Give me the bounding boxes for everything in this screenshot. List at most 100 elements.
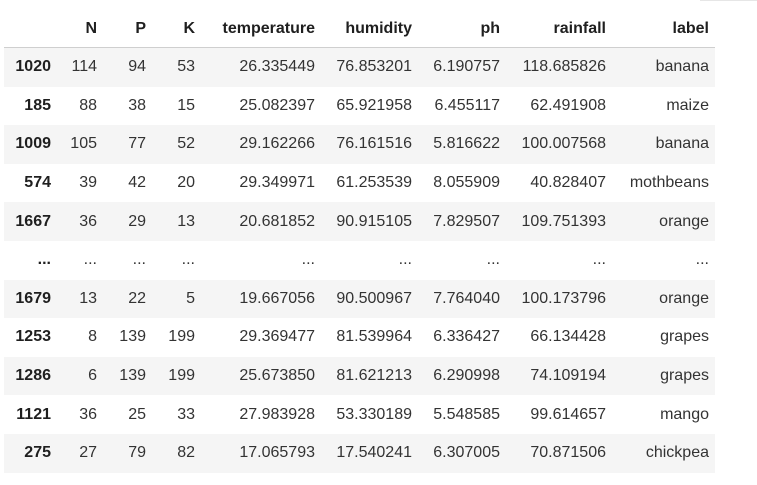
cell-humidity: 53.330189 (336, 405, 412, 423)
table-row: 1286 6 139 199 25.673850 81.621213 6.290998 74.… (4, 356, 715, 396)
table-row: 185 88 38 15 25.082397 65.921958 6.455117 62.49… (4, 86, 715, 126)
cell-ph: 6.190757 (433, 58, 500, 76)
cell-p: 22 (128, 289, 146, 307)
header-temperature: temperature (201, 10, 321, 48)
cell-temperature: 29.369477 (239, 328, 315, 346)
cell-p: 25 (128, 405, 146, 423)
cell-humidity: 17.540241 (336, 444, 412, 462)
cell-k: 52 (177, 135, 195, 153)
cell-rainfall: 70.871506 (530, 444, 606, 462)
cell-ph: 7.764040 (433, 289, 500, 307)
cell-humidity: ... (398, 251, 412, 269)
cell-k: 199 (168, 367, 195, 385)
row-index: 1009 (15, 135, 51, 153)
cell-p: 79 (128, 444, 146, 462)
cell-rainfall: 109.751393 (521, 212, 606, 230)
cell-humidity: 81.621213 (336, 367, 412, 385)
cell-k: 20 (177, 174, 195, 192)
row-index: 1253 (15, 328, 51, 346)
cell-p: 77 (128, 135, 146, 153)
table-header: N P K temperature humidity ph rainfall l… (4, 10, 715, 48)
cell-rainfall: 100.173796 (521, 289, 606, 307)
cell-label: grapes (660, 367, 709, 385)
cell-n: ... (83, 251, 97, 269)
cell-label: maize (666, 96, 709, 114)
cell-label: orange (659, 212, 709, 230)
row-index: 1121 (16, 405, 51, 423)
cell-temperature: ... (301, 251, 315, 269)
header-ph: ph (418, 10, 506, 48)
cell-rainfall: 74.109194 (530, 367, 606, 385)
row-index: 1286 (15, 367, 51, 385)
row-index: 1020 (15, 58, 51, 76)
cell-p: 29 (128, 212, 146, 230)
cell-rainfall: 62.491908 (530, 96, 606, 114)
output-top-divider (700, 0, 757, 1)
table-body: 1020 114 94 53 26.335449 76.853201 6.190757 118… (4, 47, 715, 473)
cell-temperature: 19.667056 (239, 289, 315, 307)
row-index: 185 (24, 96, 51, 114)
cell-ph: 5.816622 (433, 135, 500, 153)
cell-n: 6 (88, 367, 97, 385)
cell-temperature: 17.065793 (239, 444, 315, 462)
cell-label: chickpea (645, 444, 709, 462)
cell-ph: 8.055909 (433, 174, 500, 192)
cell-temperature: 25.082397 (239, 96, 315, 114)
cell-ph: ... (486, 251, 500, 269)
header-rainfall: rainfall (506, 10, 612, 48)
row-index: 1679 (15, 289, 51, 307)
cell-label: mango (660, 405, 709, 423)
cell-rainfall: 100.007568 (521, 135, 606, 153)
cell-p: 42 (128, 174, 146, 192)
row-index: 1667 (15, 212, 51, 230)
cell-label: banana (655, 58, 709, 76)
cell-temperature: 20.681852 (239, 212, 315, 230)
cell-temperature: 27.983928 (239, 405, 315, 423)
cell-humidity: 76.853201 (336, 58, 412, 76)
cell-p: 94 (128, 58, 146, 76)
cell-n: 88 (79, 96, 97, 114)
cell-k: ... (181, 251, 195, 269)
cell-ph: 6.336427 (433, 328, 500, 346)
header-p: P (103, 10, 152, 48)
header-label: label (612, 10, 715, 48)
cell-temperature: 29.349971 (239, 174, 315, 192)
cell-ph: 7.829507 (433, 212, 500, 230)
cell-k: 82 (177, 444, 195, 462)
cell-rainfall: 40.828407 (530, 174, 606, 192)
cell-humidity: 65.921958 (336, 96, 412, 114)
cell-label: ... (695, 251, 709, 269)
cell-label: banana (655, 135, 709, 153)
cell-n: 36 (79, 212, 97, 230)
cell-p: ... (132, 251, 146, 269)
table-row: ........................... (4, 240, 715, 280)
cell-n: 27 (79, 444, 97, 462)
cell-ph: 5.548585 (433, 405, 500, 423)
cell-k: 33 (177, 405, 195, 423)
cell-n: 8 (88, 328, 97, 346)
cell-temperature: 26.335449 (239, 58, 315, 76)
cell-humidity: 61.253539 (336, 174, 412, 192)
row-index: 275 (24, 444, 51, 462)
cell-rainfall: 118.685826 (522, 58, 606, 76)
cell-humidity: 76.161516 (336, 135, 412, 153)
header-row: N P K temperature humidity ph rainfall l… (4, 10, 715, 48)
cell-p: 139 (119, 328, 146, 346)
cell-rainfall: 66.134428 (530, 328, 606, 346)
cell-ph: 6.290998 (433, 367, 500, 385)
cell-p: 38 (128, 96, 146, 114)
table-row: 1667 36 29 13 20.681852 90.915105 7.829507 109.… (4, 202, 715, 241)
table-row: 574 39 42 20 29.349971 61.253539 8.055909 40.82… (4, 163, 715, 203)
cell-n: 39 (79, 174, 97, 192)
table-row: 1253 8 139 199 29.369477 81.539964 6.336427 66.… (4, 318, 715, 357)
cell-k: 199 (168, 328, 195, 346)
header-n: N (52, 10, 103, 48)
table-row: 1121 36 25 33 27.983928 53.330189 5.548585 99.6… (4, 395, 715, 434)
row-index: ... (37, 251, 51, 269)
cell-k: 5 (186, 289, 195, 307)
cell-n: 105 (70, 135, 97, 153)
table-row: 275 27 79 82 17.065793 17.540241 6.307005 70.87… (4, 433, 715, 473)
cell-rainfall: ... (592, 251, 606, 269)
table-row: 1020 114 94 53 26.335449 76.853201 6.190757 118… (4, 47, 715, 87)
cell-k: 53 (177, 58, 195, 76)
